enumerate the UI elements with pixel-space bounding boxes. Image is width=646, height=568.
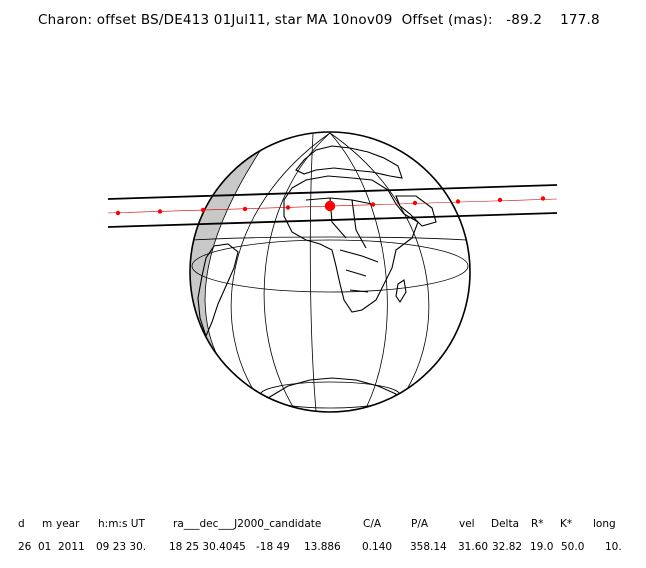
col-header-delta: Delta: [491, 518, 520, 530]
track-point: [412, 200, 418, 206]
shadow-path-north-limit: [107, 184, 558, 200]
value-kstar: 50.0: [561, 541, 585, 553]
closest-approach-marker: [324, 200, 336, 212]
track-point: [242, 206, 248, 212]
page-title: Charon: offset BS/DE413 01Jul11, star MA…: [38, 12, 600, 28]
track-point: [200, 207, 206, 213]
col-header-day: d: [18, 518, 25, 530]
col-header-year: year: [56, 518, 80, 530]
track-point: [497, 197, 503, 203]
track-points: [115, 196, 546, 216]
equator: [192, 236, 468, 241]
night-shade: [190, 140, 260, 380]
value-pa: 358.14: [410, 541, 447, 553]
track-point: [115, 210, 121, 216]
meridian-west: [263, 132, 331, 411]
globe-outline: [189, 131, 471, 413]
south-america-outline: [197, 243, 239, 338]
meridian-east: [329, 132, 388, 411]
value-dec: -18 49: [256, 541, 290, 553]
col-header-vel: vel: [459, 518, 475, 530]
track-point: [455, 199, 461, 204]
value-time: 09 23 30.: [96, 541, 147, 553]
value-rstar: 19.0: [530, 541, 554, 553]
africa-borders: [305, 197, 379, 293]
value-year: 2011: [58, 541, 85, 553]
col-header-radec: ra___dec___J2000_candidate: [173, 518, 322, 530]
track-point: [370, 202, 376, 207]
europe-outline: [295, 145, 403, 179]
value-delta: 32.82: [492, 541, 523, 553]
parallel-south: [191, 239, 469, 293]
col-header-time: h:m:s UT: [98, 518, 145, 530]
madagascar-outline: [395, 279, 407, 304]
value-vel: 31.60: [458, 541, 489, 553]
track-point: [157, 209, 163, 214]
col-header-rstar: R*: [531, 518, 544, 530]
value-month: 01: [38, 541, 52, 553]
meridian-far-west: [230, 132, 331, 401]
value-long: 10.: [605, 541, 622, 553]
shadow-path-south-limit: [107, 212, 558, 228]
col-header-long: long: [593, 518, 616, 530]
col-header-ca: C/A: [363, 518, 382, 530]
col-header-pa: P/A: [411, 518, 429, 530]
col-header-kstar: K*: [560, 518, 573, 530]
value-ra: 18 25 30.4045: [169, 541, 246, 553]
track-point: [540, 196, 546, 201]
track-point: [285, 205, 291, 210]
antarctica-outline: [267, 377, 397, 412]
col-header-month: m: [42, 518, 53, 530]
value-candidate: 13.886: [304, 541, 341, 553]
value-day: 26: [18, 541, 32, 553]
meridian-far-east: [329, 132, 430, 401]
africa-outline: [283, 175, 419, 313]
graticule: [191, 132, 469, 412]
value-ca: 0.140: [362, 541, 393, 553]
meridian-0: [309, 133, 317, 412]
arabia-outline: [395, 195, 437, 227]
